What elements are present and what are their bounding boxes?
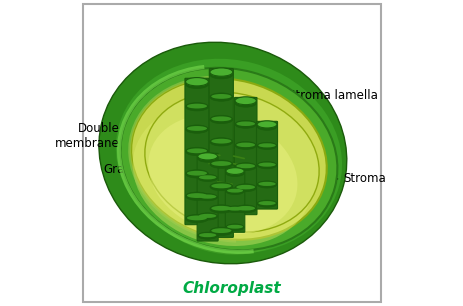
Ellipse shape [209,93,232,101]
Ellipse shape [187,104,206,109]
Ellipse shape [116,59,341,253]
Ellipse shape [235,205,256,213]
Ellipse shape [258,182,275,186]
Ellipse shape [185,192,208,200]
Ellipse shape [185,170,208,178]
Text: Stroma: Stroma [296,172,385,185]
Ellipse shape [235,99,256,107]
Text: Stroma lamella: Stroma lamella [246,89,377,129]
FancyBboxPatch shape [197,153,218,241]
Ellipse shape [185,103,208,111]
Ellipse shape [187,81,206,86]
Ellipse shape [185,215,208,223]
Ellipse shape [257,200,276,207]
Ellipse shape [187,148,206,153]
Ellipse shape [209,182,232,191]
FancyBboxPatch shape [209,69,233,237]
Ellipse shape [148,114,297,234]
Ellipse shape [197,153,217,160]
Ellipse shape [225,206,244,213]
Ellipse shape [211,94,231,99]
Ellipse shape [225,224,244,231]
Ellipse shape [211,228,231,233]
Ellipse shape [197,232,217,239]
Ellipse shape [197,213,217,220]
FancyBboxPatch shape [185,78,208,225]
Ellipse shape [236,121,255,126]
Ellipse shape [144,92,319,232]
Ellipse shape [211,139,231,144]
Ellipse shape [187,171,206,176]
Text: Grana: Grana [103,163,193,176]
Ellipse shape [226,207,243,211]
Ellipse shape [211,116,231,121]
Ellipse shape [258,143,275,147]
Ellipse shape [258,162,275,167]
FancyBboxPatch shape [234,97,257,215]
Ellipse shape [131,78,326,240]
Ellipse shape [235,121,256,128]
Ellipse shape [236,143,255,147]
Ellipse shape [257,162,276,169]
Ellipse shape [257,121,276,128]
Text: Chloroplast: Chloroplast [182,281,281,296]
Ellipse shape [199,156,216,160]
Ellipse shape [99,42,346,264]
Ellipse shape [142,120,296,247]
Ellipse shape [257,123,276,130]
Ellipse shape [187,126,206,131]
Ellipse shape [258,124,275,128]
Ellipse shape [185,80,208,88]
Ellipse shape [209,68,232,76]
Ellipse shape [132,112,306,255]
Ellipse shape [197,155,217,162]
Ellipse shape [236,164,255,168]
Ellipse shape [226,225,243,229]
Ellipse shape [209,138,232,146]
Ellipse shape [185,147,208,156]
Ellipse shape [209,160,232,168]
Ellipse shape [225,170,244,177]
Ellipse shape [258,201,275,205]
Ellipse shape [132,103,313,246]
Ellipse shape [199,233,216,237]
Ellipse shape [211,206,231,211]
Ellipse shape [120,68,337,250]
Ellipse shape [235,184,256,192]
Ellipse shape [199,214,216,218]
Ellipse shape [236,206,255,211]
Text: Double
membrane: Double membrane [55,122,165,150]
Ellipse shape [209,205,232,213]
Ellipse shape [209,227,232,235]
Ellipse shape [225,188,244,195]
Ellipse shape [236,185,255,189]
FancyBboxPatch shape [225,168,244,232]
Ellipse shape [235,97,256,105]
Ellipse shape [209,115,232,124]
Ellipse shape [225,168,244,174]
Ellipse shape [199,175,216,179]
Ellipse shape [236,100,255,105]
Ellipse shape [211,72,231,76]
Ellipse shape [209,71,232,79]
Ellipse shape [257,142,276,150]
Ellipse shape [211,184,231,188]
Ellipse shape [187,215,206,220]
Ellipse shape [197,194,217,201]
Ellipse shape [152,128,287,239]
Ellipse shape [226,171,243,175]
Ellipse shape [226,189,243,192]
Ellipse shape [235,142,256,149]
Ellipse shape [257,181,276,188]
Ellipse shape [185,125,208,133]
Ellipse shape [199,195,216,199]
Ellipse shape [185,77,208,86]
FancyBboxPatch shape [256,121,277,209]
Ellipse shape [235,163,256,170]
Ellipse shape [197,174,217,181]
Ellipse shape [187,193,206,198]
Ellipse shape [211,161,231,166]
